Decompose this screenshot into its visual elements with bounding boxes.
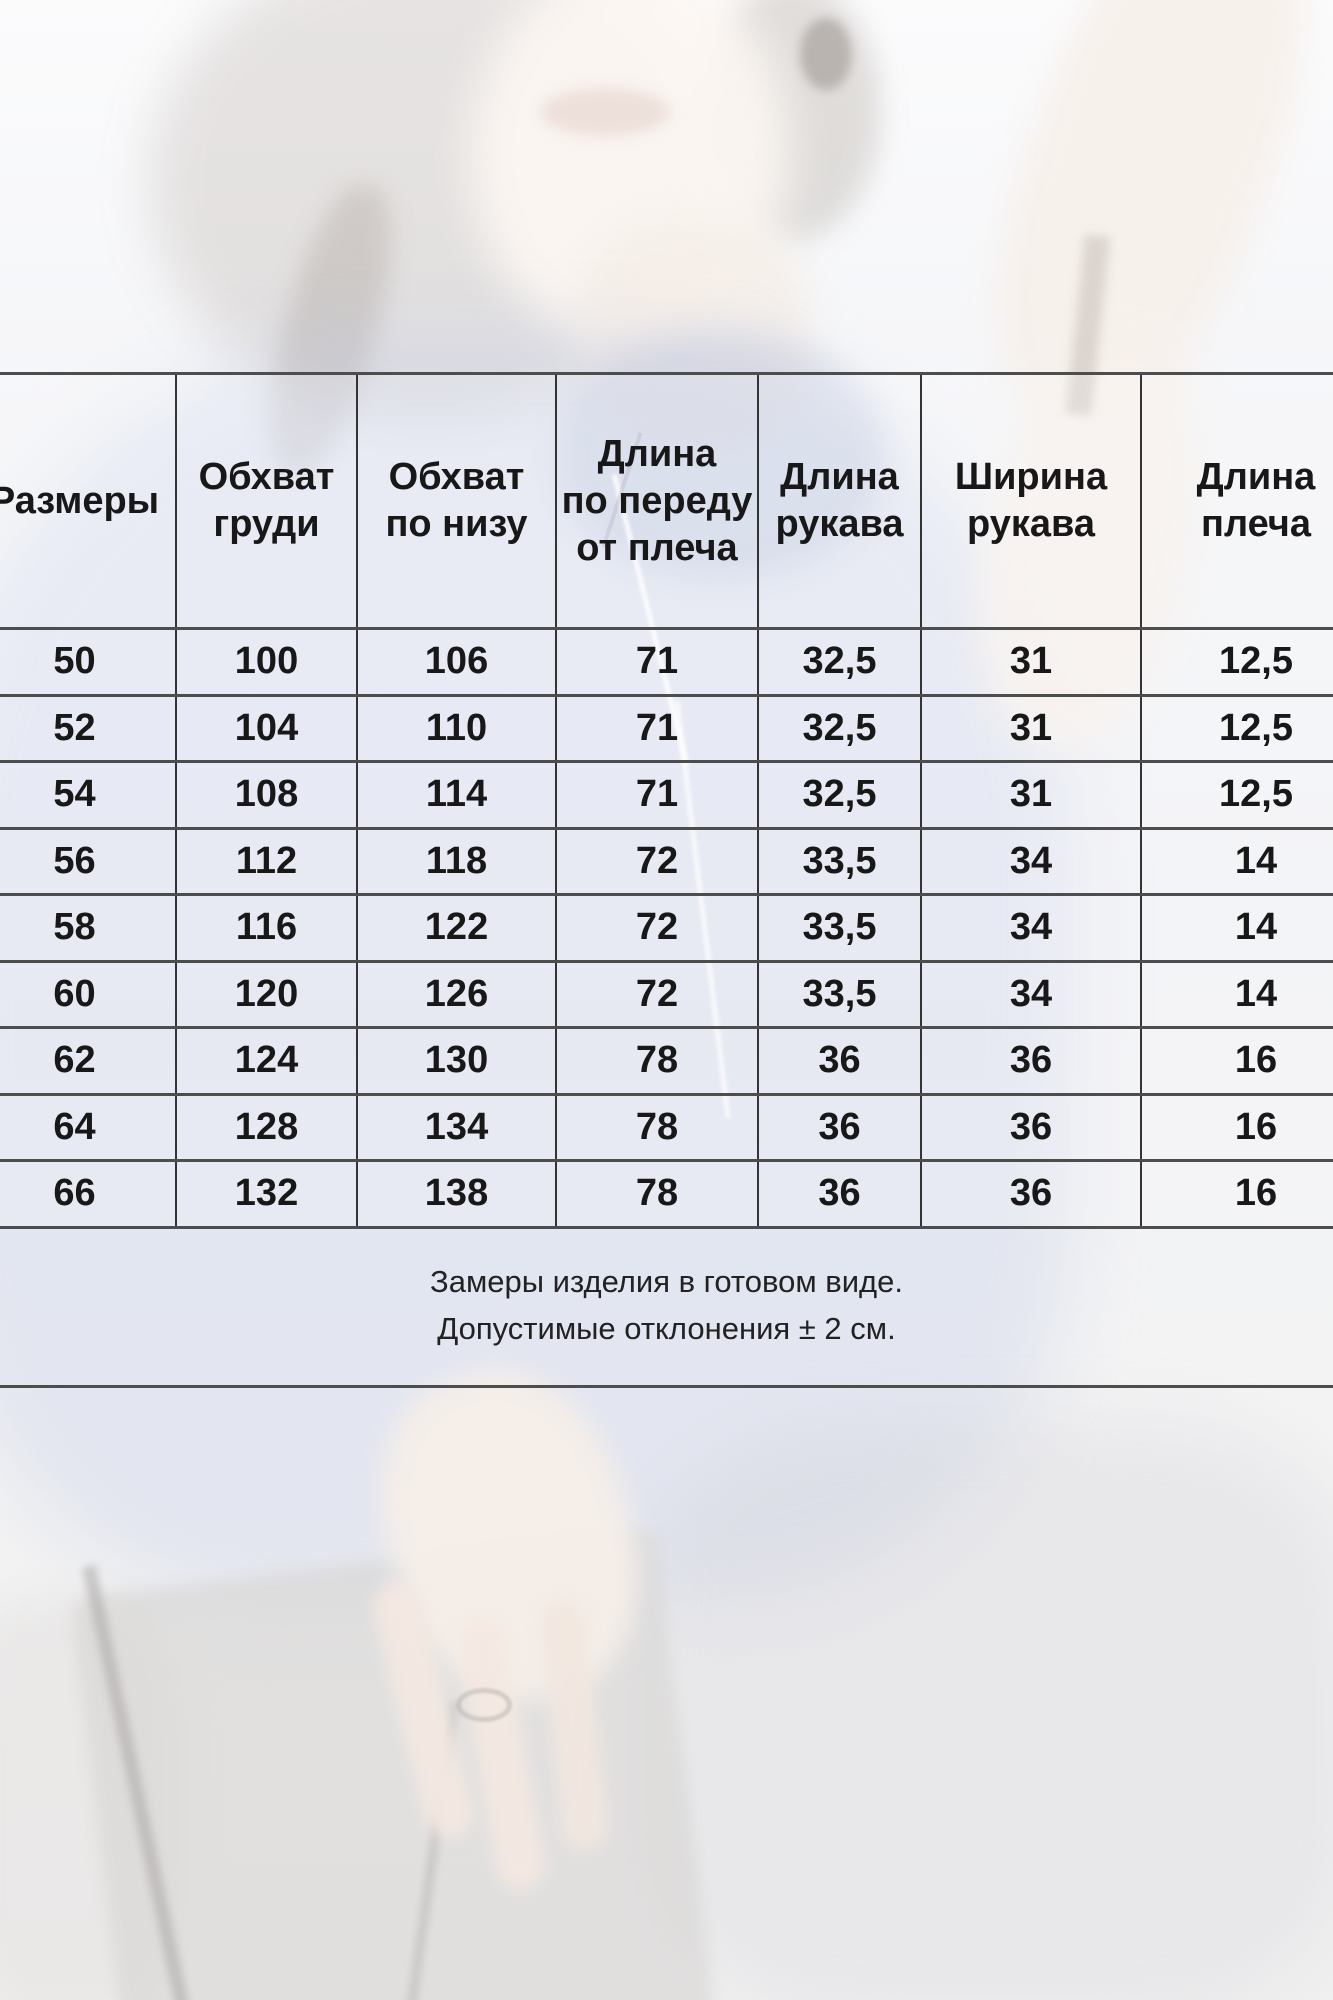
header-row: Размеры Обхват груди Обхват по низу Длина п… (0, 372, 1333, 630)
cell: 78 (555, 1159, 759, 1229)
cell: 126 (356, 959, 557, 1029)
cell: 124 (175, 1026, 358, 1096)
header-cell-1: Обхват груди (175, 372, 358, 630)
cell: 36 (757, 1159, 922, 1229)
cell: 128 (175, 1092, 358, 1162)
cell: 72 (555, 893, 759, 963)
header-cell-6: Длина плеча (1140, 372, 1333, 630)
note-line-2: Допустимые отклонения ± 2 см. (437, 1311, 896, 1346)
cell: 72 (555, 959, 759, 1029)
cell: 118 (356, 826, 557, 896)
cell: 36 (920, 1159, 1142, 1229)
cell: 58 (0, 893, 177, 963)
table-row: 58 116 122 72 33,5 34 14 (0, 893, 1333, 963)
cell: 14 (1140, 826, 1333, 896)
cell: 114 (356, 760, 557, 830)
cell: 130 (356, 1026, 557, 1096)
cell: 120 (175, 959, 358, 1029)
cell: 122 (356, 893, 557, 963)
cell: 132 (175, 1159, 358, 1229)
table-row: 52 104 110 71 32,5 31 12,5 (0, 693, 1333, 763)
cell: 36 (757, 1092, 922, 1162)
cell: 34 (920, 826, 1142, 896)
header-cell-0: Размеры (0, 372, 177, 630)
measurement-note: Замеры изделия в готовом виде. Допустимы… (0, 1258, 1333, 1352)
header-cell-5: Ширина рукава (920, 372, 1142, 630)
cell: 71 (555, 693, 759, 763)
cell: 16 (1140, 1092, 1333, 1162)
cell: 32,5 (757, 627, 922, 697)
size-table: Размеры Обхват груди Обхват по низу Длина п… (0, 372, 1333, 1229)
cell: 14 (1140, 893, 1333, 963)
cell: 32,5 (757, 693, 922, 763)
cell: 12,5 (1140, 760, 1333, 830)
cell: 104 (175, 693, 358, 763)
cell: 52 (0, 693, 177, 763)
earring-shape (800, 18, 852, 90)
table-body: 50 100 106 71 32,5 31 12,5 52 104 110 71 32,5 31 12,5… (0, 627, 1333, 1229)
cell: 12,5 (1140, 693, 1333, 763)
cell: 108 (175, 760, 358, 830)
cell: 36 (757, 1026, 922, 1096)
table-row: 66 132 138 78 36 36 16 (0, 1159, 1333, 1229)
cell: 33,5 (757, 826, 922, 896)
cell: 78 (555, 1026, 759, 1096)
cell: 56 (0, 826, 177, 896)
cell: 50 (0, 627, 177, 697)
cell: 31 (920, 760, 1142, 830)
cell: 31 (920, 693, 1142, 763)
cell: 72 (555, 826, 759, 896)
table-row: 56 112 118 72 33,5 34 14 (0, 826, 1333, 896)
cell: 78 (555, 1092, 759, 1162)
lips-shape (540, 88, 670, 136)
cell: 66 (0, 1159, 177, 1229)
cell: 34 (920, 893, 1142, 963)
cell: 64 (0, 1092, 177, 1162)
table-row: 50 100 106 71 32,5 31 12,5 (0, 627, 1333, 697)
cell: 100 (175, 627, 358, 697)
cell: 116 (175, 893, 358, 963)
cell: 36 (920, 1092, 1142, 1162)
cell: 16 (1140, 1159, 1333, 1229)
cell: 12,5 (1140, 627, 1333, 697)
header-cell-2: Обхват по низу (356, 372, 557, 630)
cell: 60 (0, 959, 177, 1029)
cell: 33,5 (757, 959, 922, 1029)
table-row: 64 128 134 78 36 36 16 (0, 1092, 1333, 1162)
cell: 71 (555, 760, 759, 830)
cell: 138 (356, 1159, 557, 1229)
bottom-divider-line (0, 1385, 1333, 1388)
cell: 16 (1140, 1026, 1333, 1096)
table-row: 60 120 126 72 33,5 34 14 (0, 959, 1333, 1029)
cell: 14 (1140, 959, 1333, 1029)
cell: 54 (0, 760, 177, 830)
table-row: 62 124 130 78 36 36 16 (0, 1026, 1333, 1096)
cell: 31 (920, 627, 1142, 697)
cell: 62 (0, 1026, 177, 1096)
cell: 112 (175, 826, 358, 896)
lower-body-shape (640, 1420, 1333, 2000)
cell: 32,5 (757, 760, 922, 830)
header-cell-3: Длина по переду от плеча (555, 372, 759, 630)
header-cell-4: Длина рукава (757, 372, 922, 630)
table-row: 54 108 114 71 32,5 31 12,5 (0, 760, 1333, 830)
cell: 71 (555, 627, 759, 697)
cell: 33,5 (757, 893, 922, 963)
ring-shape (456, 1688, 512, 1722)
cell: 110 (356, 693, 557, 763)
cell: 36 (920, 1026, 1142, 1096)
note-line-1: Замеры изделия в готовом виде. (430, 1264, 903, 1299)
cell: 106 (356, 627, 557, 697)
cell: 34 (920, 959, 1142, 1029)
cell: 134 (356, 1092, 557, 1162)
